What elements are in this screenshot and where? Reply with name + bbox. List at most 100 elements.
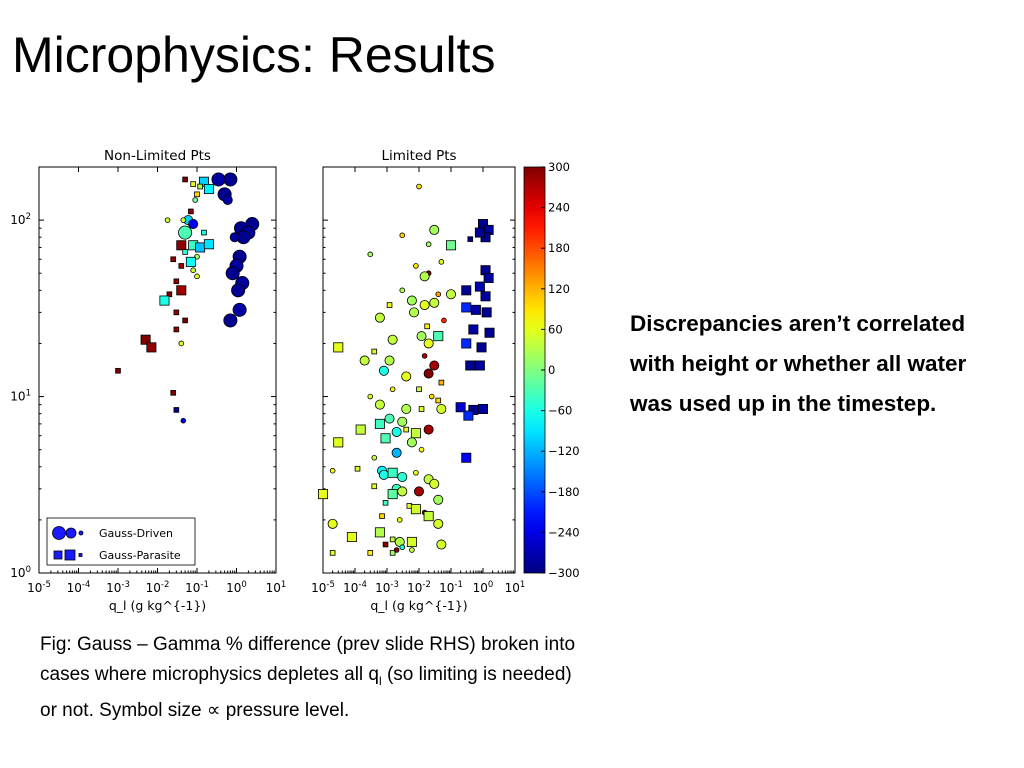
data-point — [371, 454, 378, 461]
data-point — [455, 402, 466, 413]
legend-marker — [52, 526, 66, 540]
data-point — [391, 426, 402, 437]
data-point — [428, 393, 435, 400]
data-point — [371, 348, 378, 355]
data-point — [333, 342, 344, 353]
data-point — [185, 256, 196, 267]
data-point — [401, 371, 412, 382]
legend-marker — [64, 549, 76, 561]
colorbar-tick-label: 120 — [548, 282, 570, 296]
data-point — [438, 259, 445, 265]
data-point — [389, 550, 396, 556]
data-point — [211, 172, 226, 187]
data-point — [190, 181, 196, 187]
data-point — [178, 263, 185, 269]
data-point — [374, 399, 385, 410]
data-point — [223, 172, 238, 187]
caption-part-2: (so limiting is needed) or not. Symbol s… — [40, 664, 572, 721]
data-point — [329, 467, 336, 474]
data-point — [382, 541, 389, 548]
x-tick-label: 100 — [473, 580, 494, 595]
data-point — [461, 452, 472, 463]
x-tick-label: 10-2 — [407, 580, 431, 595]
data-point — [436, 404, 447, 415]
data-point — [399, 232, 406, 239]
data-point — [387, 467, 398, 478]
data-point — [476, 342, 487, 353]
data-point — [425, 241, 432, 248]
x-tick-label: 101 — [266, 580, 287, 595]
data-point — [441, 317, 447, 324]
data-point — [178, 340, 185, 347]
data-point — [410, 428, 421, 439]
data-point — [433, 331, 444, 342]
data-point — [477, 404, 488, 415]
data-point — [423, 511, 434, 522]
side-note: Discrepancies aren’t correlated with hei… — [630, 311, 967, 416]
data-point — [367, 393, 374, 400]
data-point — [190, 267, 196, 274]
colorbar-tick-label: 180 — [548, 241, 570, 255]
data-point — [182, 249, 188, 255]
data-point — [223, 313, 238, 328]
data-point — [429, 478, 440, 489]
slide-title: Microphysics: Results — [12, 27, 496, 83]
data-point — [423, 338, 434, 349]
data-point — [423, 368, 434, 379]
data-point — [406, 295, 417, 306]
data-point — [429, 360, 440, 371]
data-point — [232, 302, 247, 317]
x-tick-label: 10-2 — [146, 580, 170, 595]
data-point — [467, 236, 474, 242]
data-point — [192, 197, 198, 203]
data-point — [410, 504, 421, 515]
data-point — [433, 494, 444, 505]
data-point — [401, 404, 412, 415]
data-point — [378, 365, 389, 376]
data-point — [474, 227, 485, 238]
data-point — [445, 289, 456, 300]
data-point — [424, 323, 430, 330]
data-point — [327, 518, 338, 529]
chart-limited: Limited Pts 10-5 10-4 10-3 10-2 10-1 100 101 q_l… — [311, 148, 525, 613]
x-tick-label: 100 — [226, 580, 247, 595]
data-point — [391, 447, 402, 458]
colorbar-tick-label: 300 — [548, 160, 570, 174]
legend-marker — [78, 553, 83, 557]
data-point — [413, 469, 419, 476]
legend-label: Gauss-Driven — [99, 527, 173, 540]
x-tick-label: 10-5 — [27, 580, 51, 595]
data-point — [173, 278, 180, 285]
data-point — [222, 195, 233, 206]
data-point — [354, 465, 361, 472]
data-point — [418, 406, 425, 412]
y-tick-label: 100 — [10, 565, 31, 580]
data-point — [203, 184, 214, 195]
x-tick-label: 10-1 — [185, 580, 209, 595]
data-point — [146, 342, 157, 353]
x-tick-label: 10-3 — [106, 580, 130, 595]
legend-marker — [65, 527, 77, 539]
data-point — [173, 309, 180, 316]
colorbar-tick-label: 0 — [548, 363, 555, 377]
chart-title: Non-Limited Pts — [104, 148, 211, 164]
data-point — [387, 334, 398, 345]
data-point — [468, 324, 479, 335]
data-point — [374, 527, 385, 538]
data-point — [403, 426, 410, 433]
colorbar: 300 240 180 120 60 0 −60 −120 −180 −240 −300 — [523, 160, 580, 580]
colorbar-tick-label: −300 — [548, 566, 580, 580]
caption-part-1: Fig: Gauss – Gamma % difference (prev sl… — [40, 634, 576, 685]
caption-subscript: l — [379, 673, 382, 688]
data-point — [445, 240, 456, 251]
data-point — [484, 327, 495, 338]
data-point — [396, 517, 403, 523]
x-axis-label: q_l (g kg^{-1}) — [109, 598, 206, 613]
data-point — [413, 486, 424, 497]
colorbar-tick-label: −180 — [548, 485, 580, 499]
chart-non-limited: Non-Limited Pts 10-5 10-4 10-3 10-2 10-1 100 10… — [10, 148, 286, 613]
y-tick-label: 101 — [10, 389, 31, 404]
data-point — [188, 219, 199, 230]
x-axis-label: q_l (g kg^{-1}) — [370, 598, 467, 613]
